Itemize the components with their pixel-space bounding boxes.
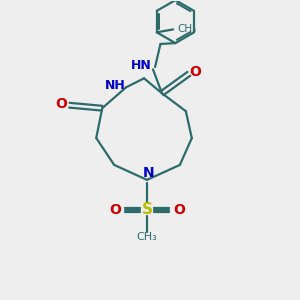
Text: NH: NH (105, 79, 126, 92)
Text: N: N (143, 166, 154, 180)
Text: S: S (142, 202, 152, 217)
Text: O: O (190, 65, 201, 80)
Text: O: O (173, 203, 185, 217)
Text: CH₃: CH₃ (136, 232, 158, 242)
Text: CH₃: CH₃ (178, 24, 197, 34)
Text: O: O (55, 97, 67, 111)
Text: O: O (109, 203, 121, 217)
Text: HN: HN (131, 59, 152, 72)
